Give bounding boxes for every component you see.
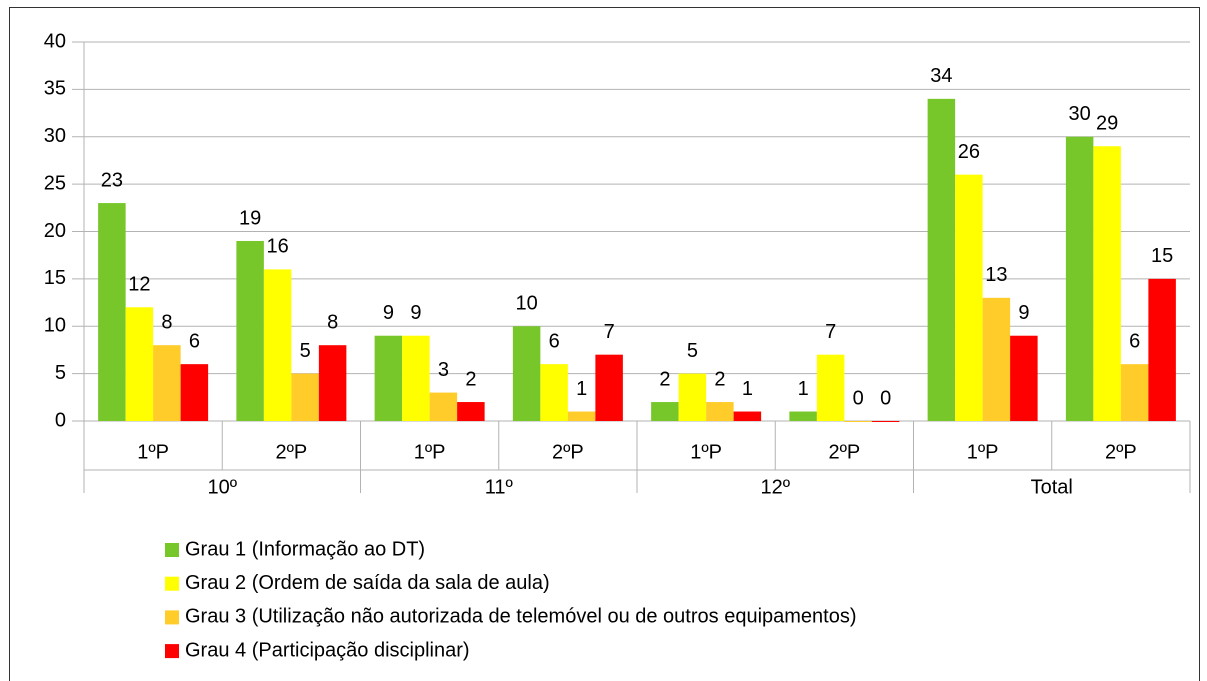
bar <box>1120 364 1149 421</box>
group-label: 11º <box>485 476 514 498</box>
data-label: 1 <box>742 378 753 400</box>
bar <box>318 345 347 421</box>
x-tick-label: 2ºP <box>828 441 860 463</box>
legend-swatch <box>165 610 179 625</box>
bar <box>512 326 541 421</box>
data-label: 6 <box>549 330 560 352</box>
bar <box>871 421 900 422</box>
data-label: 16 <box>267 236 289 258</box>
data-label: 5 <box>687 340 698 362</box>
data-label: 6 <box>189 330 200 352</box>
y-tick-label: 15 <box>44 267 66 289</box>
bar <box>1010 335 1038 421</box>
bar <box>153 345 181 421</box>
bar <box>733 411 762 421</box>
y-tick-label: 10 <box>44 315 66 337</box>
data-label: 8 <box>327 311 338 333</box>
data-label: 23 <box>101 169 123 191</box>
data-label: 30 <box>1069 103 1091 125</box>
data-label: 9 <box>410 302 421 324</box>
legend-label: Grau 1 (Informação ao DT) <box>185 538 425 560</box>
bar <box>457 402 485 421</box>
data-label: 6 <box>1129 330 1140 352</box>
x-tick-label: 2ºP <box>552 441 584 463</box>
bar <box>651 402 679 421</box>
legend-swatch <box>165 644 179 659</box>
bar <box>402 335 430 421</box>
bar <box>844 421 872 422</box>
bar <box>678 373 707 421</box>
data-label: 8 <box>161 311 172 333</box>
bar <box>125 307 154 421</box>
x-tick-label: 1ºP <box>967 441 999 463</box>
y-tick-label: 5 <box>55 362 66 384</box>
data-label: 7 <box>825 321 836 343</box>
data-label: 29 <box>1096 113 1118 135</box>
data-label: 2 <box>714 368 725 390</box>
legend-label: Grau 2 (Ordem de saída da sala de aula) <box>185 572 550 594</box>
data-label: 7 <box>604 321 615 343</box>
bar <box>540 364 568 421</box>
data-label: 1 <box>576 378 587 400</box>
data-label: 13 <box>985 264 1007 286</box>
group-label: 12º <box>760 476 790 498</box>
y-tick-label: 20 <box>44 220 66 242</box>
legend-label: Grau 4 (Participação disciplinar) <box>185 639 470 661</box>
bar <box>374 335 403 421</box>
y-tick-label: 25 <box>44 172 66 194</box>
group-label: 10º <box>207 476 237 498</box>
y-tick-label: 30 <box>44 125 66 147</box>
bar <box>291 373 319 421</box>
data-label: 2 <box>659 368 670 390</box>
bar <box>789 411 817 421</box>
y-tick-label: 40 <box>44 30 66 52</box>
legend-swatch <box>165 543 179 557</box>
bar <box>1093 146 1121 421</box>
legend-label: Grau 3 (Utilização não autorizada de tel… <box>185 606 857 628</box>
data-label: 0 <box>880 387 891 409</box>
bar <box>236 240 264 421</box>
data-label: 9 <box>383 302 394 324</box>
x-tick-label: 1ºP <box>690 441 722 463</box>
data-label: 9 <box>1018 302 1029 324</box>
bar <box>955 174 983 421</box>
bar <box>927 98 956 421</box>
bar <box>429 392 458 421</box>
data-label: 1 <box>798 378 809 400</box>
data-label: 0 <box>853 387 864 409</box>
data-label: 2 <box>465 368 476 390</box>
data-label: 3 <box>438 359 449 381</box>
bar <box>98 203 126 421</box>
bar <box>595 354 623 421</box>
bar <box>1065 136 1094 421</box>
data-label: 26 <box>958 141 980 163</box>
bar <box>180 364 209 421</box>
bar <box>1148 278 1176 421</box>
data-label: 10 <box>516 293 538 315</box>
data-label: 34 <box>930 65 952 87</box>
x-tick-label: 2ºP <box>275 441 307 463</box>
bar <box>706 402 734 421</box>
x-tick-label: 2ºP <box>1105 441 1137 463</box>
data-label: 15 <box>1151 245 1173 267</box>
bar <box>567 411 596 421</box>
y-tick-label: 35 <box>44 78 66 100</box>
bar <box>982 297 1011 421</box>
data-label: 12 <box>128 274 150 296</box>
data-label: 5 <box>300 340 311 362</box>
data-label: 19 <box>239 207 261 229</box>
group-label: Total <box>1031 476 1073 498</box>
bar <box>263 269 292 421</box>
x-tick-label: 1ºP <box>414 441 446 463</box>
x-tick-label: 1ºP <box>137 441 169 463</box>
y-tick-label: 0 <box>55 409 66 431</box>
legend-swatch <box>165 576 179 591</box>
bar <box>816 354 845 421</box>
